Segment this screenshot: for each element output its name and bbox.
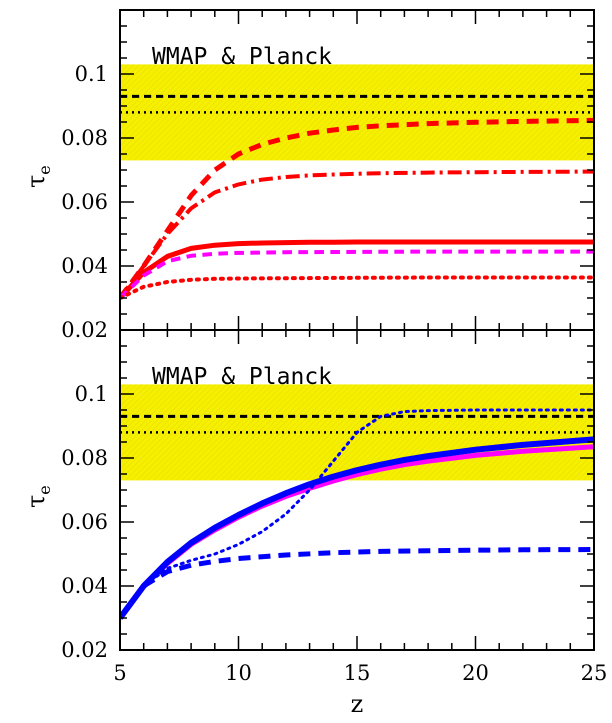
top-y-tick-label: 0.1 xyxy=(75,62,108,86)
bottom-y-tick-label: 0.1 xyxy=(75,382,108,406)
bottom-series-layer xyxy=(120,408,594,620)
top-y-tick-label: 0.08 xyxy=(61,126,108,150)
bottom-y-tick-label: 0.08 xyxy=(61,446,108,470)
top-y-tick-label: 0.02 xyxy=(61,318,108,342)
x-tick-label: 15 xyxy=(344,661,371,685)
top-reference-lines xyxy=(120,94,594,114)
bottom-y-axis-symbol: τ xyxy=(22,495,50,508)
top-series-2-line xyxy=(120,169,594,300)
top-y-tick-label: 0.06 xyxy=(61,190,108,214)
x-tick-label: 10 xyxy=(225,661,252,685)
bottom-panel: WMAP & Planck 0.02 0.04 0.06 0.08 0.1 5 10 15 2… xyxy=(22,329,607,718)
bottom-y-tick-label: 0.02 xyxy=(61,638,108,662)
top-y-tick-labels: 0.02 0.04 0.06 0.08 0.1 xyxy=(61,62,108,342)
bottom-y-tick-label: 0.04 xyxy=(61,574,108,598)
top-series-4-line xyxy=(120,249,594,300)
top-series-1-line xyxy=(120,117,594,300)
x-tick-label: 25 xyxy=(581,661,608,685)
bottom-panel-annotation: WMAP & Planck xyxy=(152,364,332,390)
top-series-layer xyxy=(120,117,594,300)
bottom-y-tick-label: 0.06 xyxy=(61,510,108,534)
top-panel: WMAP & Planck 0.02 0.04 0.06 0.08 0.1 τe xyxy=(22,9,595,342)
top-series-5-line xyxy=(120,275,594,300)
bottom-y-tick-labels: 0.02 0.04 0.06 0.08 0.1 xyxy=(61,382,108,662)
bottom-x-tick-labels: 5 10 15 20 25 xyxy=(113,661,607,685)
bottom-series-4-line xyxy=(120,547,594,620)
top-y-axis-symbol: τ xyxy=(22,175,50,188)
top-panel-annotation: WMAP & Planck xyxy=(152,44,332,70)
bottom-series-2-line xyxy=(120,436,594,620)
bottom-reference-lines xyxy=(120,414,594,434)
top-series-3-line xyxy=(120,239,594,300)
top-y-axis-label: τe xyxy=(22,165,54,188)
x-axis-label: z xyxy=(351,690,364,718)
top-y-tick-label: 0.04 xyxy=(61,254,108,278)
x-tick-label: 20 xyxy=(462,661,489,685)
bottom-y-axis-subscript: e xyxy=(35,485,54,494)
x-tick-label: 5 xyxy=(113,661,126,685)
bottom-series-3-line xyxy=(120,408,594,620)
bottom-y-axis-label: τe xyxy=(22,485,54,508)
top-y-axis-subscript: e xyxy=(35,165,54,174)
